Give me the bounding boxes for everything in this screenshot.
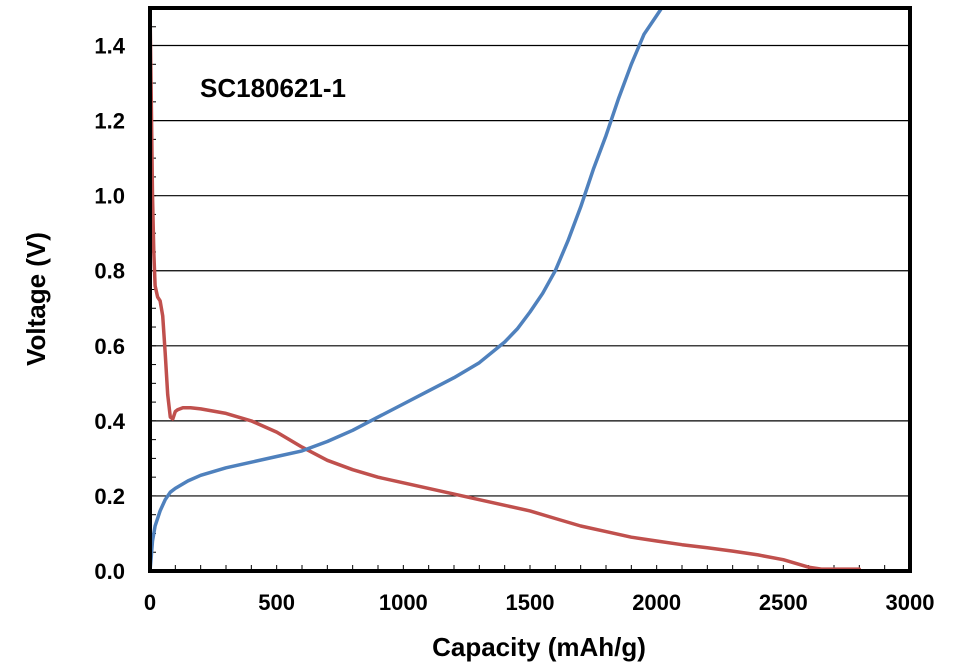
discharge-curve bbox=[150, 8, 862, 571]
series-layer bbox=[150, 8, 862, 571]
y-tick-label: 1.4 bbox=[94, 34, 125, 59]
y-tick-label: 0.2 bbox=[94, 484, 125, 509]
y-tick-labels: 0.0 0.2 0.4 0.6 0.8 1.0 1.2 1.4 bbox=[94, 34, 125, 584]
x-axis-title: Capacity (mAh/g) bbox=[432, 632, 646, 662]
x-tick-label: 3000 bbox=[886, 590, 935, 615]
x-tick-label: 2000 bbox=[632, 590, 681, 615]
sample-id-annotation: SC180621-1 bbox=[200, 73, 346, 103]
y-tick-label: 0.8 bbox=[94, 259, 125, 284]
x-tick-label: 0 bbox=[144, 590, 156, 615]
y-tick-label: 0.4 bbox=[94, 409, 125, 434]
x-tick-label: 1500 bbox=[506, 590, 555, 615]
y-axis-title: Voltage (V) bbox=[21, 232, 51, 366]
x-tick-labels: 0 500 1000 1500 2000 2500 3000 bbox=[144, 590, 935, 615]
x-tick-label: 500 bbox=[258, 590, 295, 615]
y-tick-label: 1.2 bbox=[94, 109, 125, 134]
plot-background bbox=[150, 8, 910, 571]
y-tick-label: 1.0 bbox=[94, 184, 125, 209]
charge-curve bbox=[150, 8, 664, 571]
x-tick-label: 1000 bbox=[379, 590, 428, 615]
gridlines bbox=[150, 44, 910, 497]
y-tick-label: 0.6 bbox=[94, 334, 125, 359]
y-tick-label: 0.0 bbox=[94, 559, 125, 584]
plot-frame bbox=[148, 6, 912, 573]
x-tick-label: 2500 bbox=[759, 590, 808, 615]
